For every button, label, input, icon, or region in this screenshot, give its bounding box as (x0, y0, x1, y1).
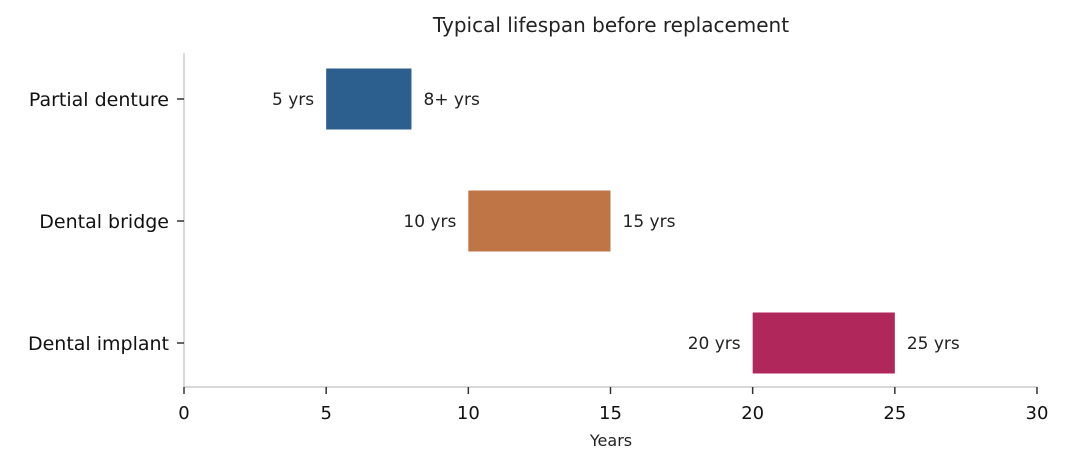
range-end-label: 15 yrs (623, 212, 676, 232)
range-end-label: 25 yrs (907, 334, 960, 354)
x-tick-label: 5 (320, 403, 331, 424)
x-axis-title: Years (589, 431, 632, 450)
range-start-label: 5 yrs (272, 90, 314, 110)
category-label: Dental implant (28, 333, 169, 355)
chart-title: Typical lifespan before replacement (432, 13, 789, 37)
range-bar (326, 68, 412, 130)
x-tick-label: 30 (1026, 403, 1049, 424)
category-label: Partial denture (29, 89, 169, 111)
range-start-label: 10 yrs (403, 212, 456, 232)
category-label: Dental bridge (39, 211, 169, 233)
range-start-label: 20 yrs (688, 334, 741, 354)
range-end-label: 8+ yrs (423, 90, 480, 110)
range-bar (468, 190, 611, 252)
x-tick-label: 25 (883, 403, 906, 424)
chart-marks: Partial denture 5 yrs 8+ yrs Dental bridge 1… (28, 68, 1049, 424)
x-tick-label: 10 (457, 403, 480, 424)
x-tick-label: 15 (599, 403, 622, 424)
range-bar (752, 312, 895, 374)
x-tick-label: 0 (178, 403, 189, 424)
x-tick-label: 20 (741, 403, 764, 424)
